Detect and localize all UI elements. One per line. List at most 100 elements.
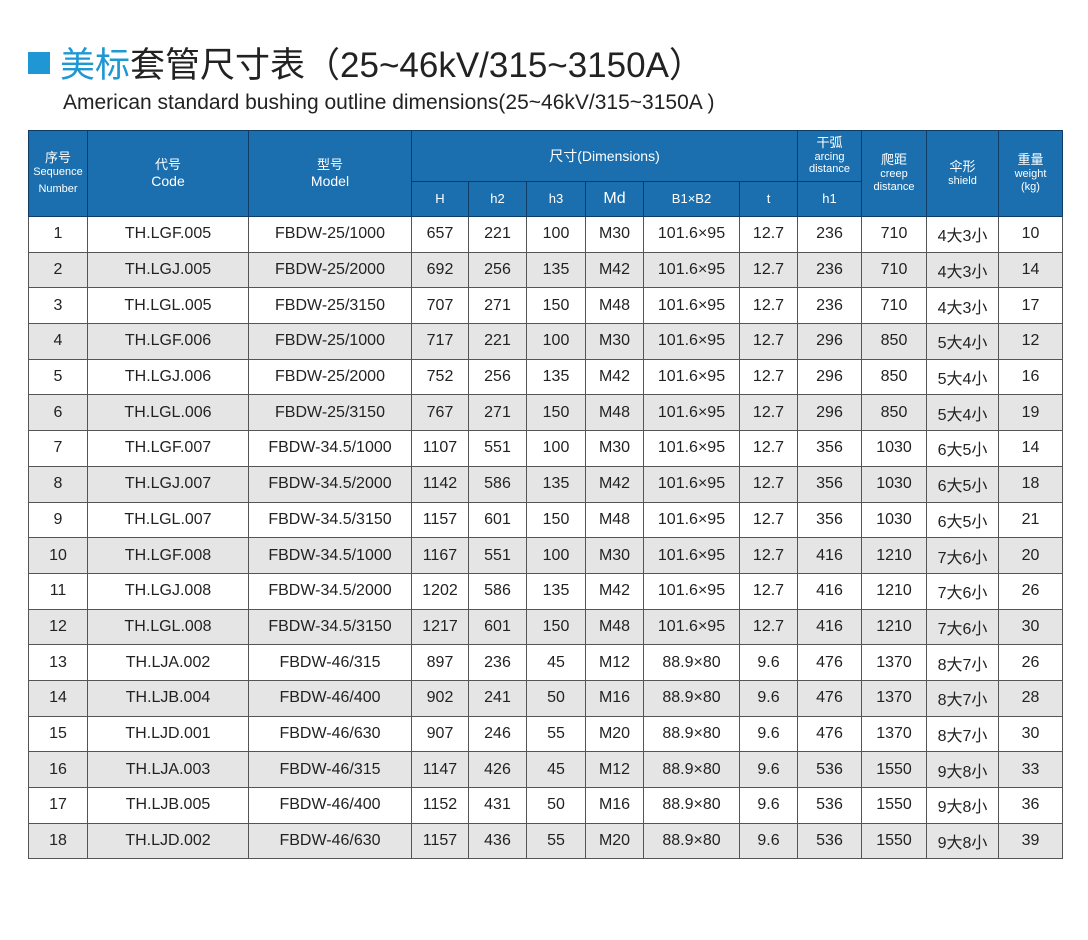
cell-H: 1202 <box>411 572 469 610</box>
table-row: 8 TH.LGJ.007 FBDW-34.5/2000 1142 586 135 M42 10… <box>28 465 1063 503</box>
cell-h3: 100 <box>526 216 586 253</box>
header-H: H <box>411 181 469 217</box>
cell-model: FBDW-25/3150 <box>248 394 412 432</box>
cell-h3: 135 <box>526 572 586 610</box>
cell-h2: 271 <box>468 394 527 432</box>
header-text: Sequence <box>33 166 83 179</box>
header-text: 伞形 <box>949 158 976 174</box>
cell-shield: 7大6小 <box>926 608 999 646</box>
cell-seq: 13 <box>28 644 88 681</box>
cell-Md: M48 <box>585 394 644 432</box>
cell-h2: 241 <box>468 679 527 717</box>
cell-creep: 710 <box>861 287 927 325</box>
cell-seq: 9 <box>28 501 88 539</box>
cell-b1b2: 101.6×95 <box>643 394 740 432</box>
cell-model: FBDW-25/3150 <box>248 287 412 325</box>
cell-seq: 17 <box>28 787 88 824</box>
cell-model: FBDW-46/400 <box>248 787 412 824</box>
cell-h2: 586 <box>468 572 527 610</box>
cell-Md: M48 <box>585 287 644 325</box>
cell-h3: 50 <box>526 787 586 824</box>
cell-creep: 1030 <box>861 465 927 503</box>
cell-t: 12.7 <box>739 323 798 360</box>
cell-h3: 150 <box>526 608 586 646</box>
cell-h1: 536 <box>797 787 862 824</box>
cell-model: FBDW-34.5/1000 <box>248 430 412 467</box>
cell-h2: 256 <box>468 358 527 396</box>
cell-model: FBDW-46/630 <box>248 715 412 753</box>
cell-H: 907 <box>411 715 469 753</box>
cell-code: TH.LJA.003 <box>87 751 249 788</box>
cell-Md: M12 <box>585 751 644 788</box>
cell-h1: 536 <box>797 822 862 860</box>
cell-H: 1217 <box>411 608 469 646</box>
cell-h1: 356 <box>797 501 862 539</box>
cell-h1: 236 <box>797 216 862 253</box>
cell-b1b2: 101.6×95 <box>643 501 740 539</box>
cell-Md: M16 <box>585 679 644 717</box>
cell-Md: M12 <box>585 644 644 681</box>
cell-H: 692 <box>411 251 469 289</box>
cell-b1b2: 88.9×80 <box>643 679 740 717</box>
cell-weight: 19 <box>998 394 1063 432</box>
cell-creep: 1550 <box>861 787 927 824</box>
cell-h3: 135 <box>526 358 586 396</box>
cell-h3: 150 <box>526 394 586 432</box>
cell-weight: 14 <box>998 430 1063 467</box>
cell-Md: M20 <box>585 715 644 753</box>
cell-creep: 1030 <box>861 501 927 539</box>
cell-shield: 5大4小 <box>926 358 999 396</box>
table-row: 6 TH.LGL.006 FBDW-25/3150 767 271 150 M48 101.6… <box>28 394 1063 432</box>
cell-H: 1157 <box>411 501 469 539</box>
cell-t: 12.7 <box>739 537 798 574</box>
cell-code: TH.LGJ.006 <box>87 358 249 396</box>
cell-weight: 26 <box>998 572 1063 610</box>
table-row: 17 TH.LJB.005 FBDW-46/400 1152 431 50 M16 88.9×… <box>28 787 1063 824</box>
cell-h1: 296 <box>797 358 862 396</box>
cell-model: FBDW-46/630 <box>248 822 412 860</box>
header-h2: h2 <box>468 181 527 217</box>
cell-code: TH.LGJ.007 <box>87 465 249 503</box>
cell-h2: 436 <box>468 822 527 860</box>
cell-b1b2: 88.9×80 <box>643 715 740 753</box>
cell-weight: 16 <box>998 358 1063 396</box>
cell-b1b2: 101.6×95 <box>643 287 740 325</box>
cell-shield: 6大5小 <box>926 430 999 467</box>
cell-H: 1107 <box>411 430 469 467</box>
cell-seq: 7 <box>28 430 88 467</box>
cell-Md: M20 <box>585 822 644 860</box>
page-title: 美标套管尺寸表（25~46kV/315~3150A） <box>28 44 704 88</box>
cell-h1: 416 <box>797 572 862 610</box>
cell-model: FBDW-34.5/2000 <box>248 465 412 503</box>
cell-weight: 36 <box>998 787 1063 824</box>
header-text: Model <box>310 172 350 189</box>
cell-h2: 256 <box>468 251 527 289</box>
cell-h3: 55 <box>526 822 586 860</box>
cell-creep: 1210 <box>861 572 927 610</box>
cell-seq: 4 <box>28 323 88 360</box>
cell-t: 12.7 <box>739 465 798 503</box>
cell-h2: 601 <box>468 501 527 539</box>
header-code: 代号 Code <box>87 130 249 217</box>
cell-code: TH.LJD.002 <box>87 822 249 860</box>
cell-h2: 431 <box>468 787 527 824</box>
cell-creep: 850 <box>861 358 927 396</box>
cell-code: TH.LJD.001 <box>87 715 249 753</box>
cell-h1: 236 <box>797 251 862 289</box>
cell-seq: 16 <box>28 751 88 788</box>
cell-shield: 6大5小 <box>926 465 999 503</box>
cell-seq: 5 <box>28 358 88 396</box>
cell-weight: 14 <box>998 251 1063 289</box>
cell-weight: 20 <box>998 537 1063 574</box>
cell-Md: M42 <box>585 358 644 396</box>
cell-h1: 416 <box>797 608 862 646</box>
cell-H: 657 <box>411 216 469 253</box>
cell-t: 12.7 <box>739 608 798 646</box>
cell-t: 9.6 <box>739 715 798 753</box>
cell-shield: 5大4小 <box>926 394 999 432</box>
cell-h1: 356 <box>797 465 862 503</box>
cell-h2: 221 <box>468 323 527 360</box>
cell-h2: 551 <box>468 537 527 574</box>
cell-Md: M42 <box>585 572 644 610</box>
cell-t: 9.6 <box>739 679 798 717</box>
